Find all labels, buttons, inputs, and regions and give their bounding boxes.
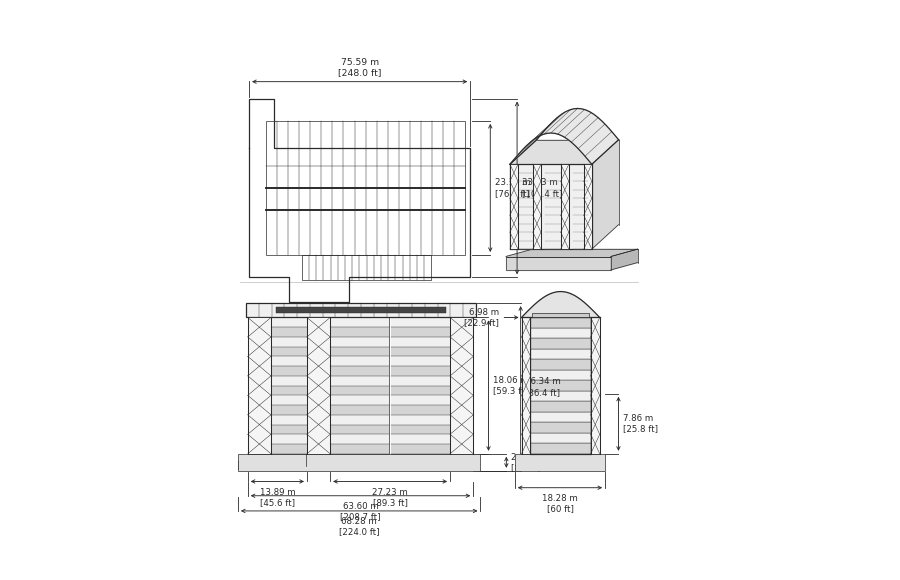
Bar <box>330 444 389 454</box>
Bar <box>561 164 569 249</box>
Bar <box>330 415 389 425</box>
Bar <box>391 366 450 376</box>
Bar <box>391 415 450 425</box>
Bar <box>271 356 307 366</box>
Bar <box>530 317 590 328</box>
Bar <box>271 317 307 454</box>
Bar <box>530 317 590 454</box>
Polygon shape <box>506 256 611 270</box>
Text: 7.86 m
[25.8 ft]: 7.86 m [25.8 ft] <box>623 414 658 433</box>
Bar <box>271 337 307 347</box>
Bar <box>330 337 389 347</box>
Bar <box>238 454 481 471</box>
Bar <box>510 164 518 249</box>
Text: 23.16 m
[76.0 ft]: 23.16 m [76.0 ft] <box>495 178 530 198</box>
Polygon shape <box>506 249 638 256</box>
Bar <box>391 434 450 444</box>
Bar <box>391 376 450 386</box>
Bar <box>533 313 589 317</box>
Bar <box>584 164 592 249</box>
Bar <box>590 317 599 454</box>
Bar <box>271 327 307 337</box>
Bar <box>515 454 605 471</box>
Bar <box>330 376 389 386</box>
Bar <box>450 317 473 454</box>
Bar <box>248 317 271 454</box>
Bar <box>391 347 450 356</box>
Bar <box>506 256 611 270</box>
Bar <box>391 425 450 434</box>
Bar <box>330 425 389 434</box>
Bar <box>271 444 307 454</box>
Polygon shape <box>510 140 618 164</box>
Bar <box>330 405 389 415</box>
Bar <box>271 434 307 444</box>
Text: 75.59 m
[248.0 ft]: 75.59 m [248.0 ft] <box>338 58 382 77</box>
Text: 33.33 m
[109.4 ft]: 33.33 m [109.4 ft] <box>521 178 562 198</box>
Text: 2.44 m
[8.0 ft]: 2.44 m [8.0 ft] <box>511 452 541 472</box>
Bar <box>266 121 465 255</box>
Text: 63.60 m
[208.7 ft]: 63.60 m [208.7 ft] <box>340 502 381 521</box>
Bar <box>330 356 389 366</box>
Bar <box>330 366 389 376</box>
Bar <box>391 317 450 454</box>
Bar <box>391 444 450 454</box>
Text: 18.28 m
[60 ft]: 18.28 m [60 ft] <box>542 494 578 513</box>
Bar <box>530 349 590 360</box>
Bar <box>330 317 389 454</box>
Text: 18.06 m
[59.3 ft]: 18.06 m [59.3 ft] <box>493 376 528 396</box>
Bar <box>391 405 450 415</box>
Bar <box>302 255 431 280</box>
Bar <box>391 386 450 396</box>
Bar <box>530 339 590 349</box>
Bar <box>530 433 590 443</box>
Bar <box>330 347 389 356</box>
Bar <box>330 327 389 337</box>
Text: 68.28 m
[224.0 ft]: 68.28 m [224.0 ft] <box>339 517 380 536</box>
Polygon shape <box>592 140 618 249</box>
Polygon shape <box>510 164 592 249</box>
Bar <box>271 347 307 356</box>
Bar <box>530 360 590 370</box>
Bar <box>391 337 450 347</box>
Bar <box>530 328 590 339</box>
Bar <box>533 164 541 249</box>
Bar <box>530 422 590 433</box>
Bar <box>307 317 330 454</box>
Bar <box>271 415 307 425</box>
Text: 13.89 m
[45.6 ft]: 13.89 m [45.6 ft] <box>259 488 295 507</box>
Bar <box>246 303 476 317</box>
Bar <box>391 356 450 366</box>
Bar <box>530 380 590 391</box>
Bar <box>330 396 389 405</box>
Bar <box>271 396 307 405</box>
Polygon shape <box>611 249 638 270</box>
Bar <box>391 396 450 405</box>
Bar <box>530 370 590 380</box>
Bar <box>530 401 590 412</box>
Bar <box>271 405 307 415</box>
Bar <box>271 317 307 327</box>
Bar <box>391 317 450 327</box>
Bar <box>271 376 307 386</box>
Bar <box>225 462 238 469</box>
Text: 6.98 m
[22.9 ft]: 6.98 m [22.9 ft] <box>464 308 500 327</box>
Bar <box>330 317 389 327</box>
Bar <box>530 391 590 401</box>
Polygon shape <box>510 108 618 164</box>
Bar <box>271 366 307 376</box>
Bar <box>271 425 307 434</box>
Bar <box>391 327 450 337</box>
Bar <box>276 307 446 313</box>
Bar <box>530 443 590 454</box>
Bar <box>510 164 592 249</box>
Bar <box>521 317 530 454</box>
Text: 26.34 m
[86.4 ft]: 26.34 m [86.4 ft] <box>525 377 561 397</box>
Bar <box>330 386 389 396</box>
Bar <box>330 434 389 444</box>
Text: 27.23 m
[89.3 ft]: 27.23 m [89.3 ft] <box>373 488 408 507</box>
Bar <box>271 386 307 396</box>
Polygon shape <box>521 292 599 317</box>
Bar <box>530 412 590 422</box>
